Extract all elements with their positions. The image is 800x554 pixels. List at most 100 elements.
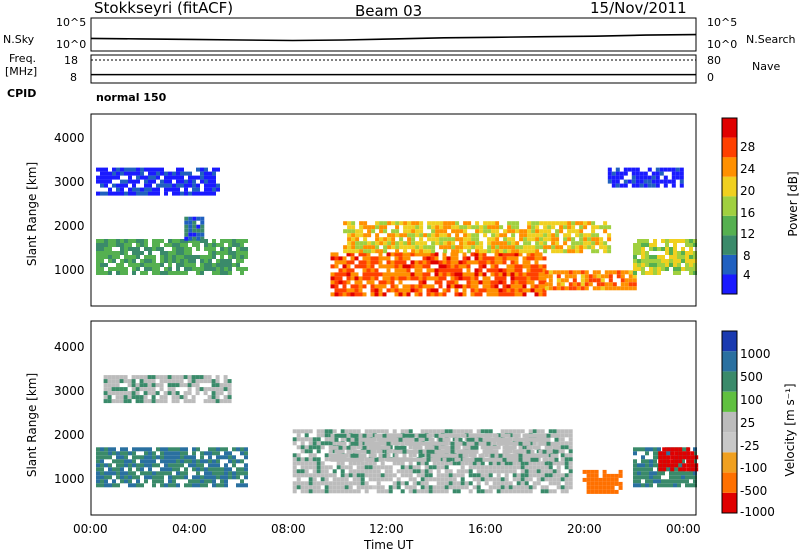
power-panel-cell bbox=[212, 255, 216, 259]
date-title: 15/Nov/2011 bbox=[590, 0, 687, 17]
power-panel-cell bbox=[463, 241, 468, 246]
velocity-panel-cell bbox=[673, 471, 677, 476]
velocity-panel-cell bbox=[216, 451, 220, 456]
power-panel-cell bbox=[374, 268, 379, 273]
power-panel-cell bbox=[511, 229, 516, 234]
power-panel-cell bbox=[442, 268, 447, 273]
velocity-panel-cell bbox=[556, 465, 561, 470]
velocity-panel-cell bbox=[674, 447, 679, 452]
velocity-panel-cell bbox=[468, 473, 473, 478]
velocity-panel-cell bbox=[96, 467, 100, 472]
power-panel-cell bbox=[172, 247, 176, 251]
power-panel-cell bbox=[555, 233, 560, 238]
velocity-panel-cell bbox=[514, 449, 519, 454]
velocity-panel-cell bbox=[112, 483, 116, 488]
power-panel-cell bbox=[403, 229, 408, 234]
power-panel-cell bbox=[96, 267, 100, 271]
velocity-panel-cell bbox=[324, 429, 329, 434]
velocity-panel-cell bbox=[228, 455, 232, 460]
power-panel-cell bbox=[426, 292, 431, 297]
power-panel-cell bbox=[671, 171, 676, 176]
velocity-panel-cell bbox=[304, 485, 309, 490]
power-panel-cell bbox=[511, 225, 516, 230]
velocity-panel-cell bbox=[128, 483, 132, 488]
velocity-panel-cell bbox=[526, 453, 531, 458]
power-panel-cell bbox=[510, 252, 515, 257]
noise-ytick-left-top: 10^5 bbox=[56, 16, 87, 29]
power-panel-cell bbox=[398, 264, 403, 269]
velocity-panel-cell bbox=[657, 475, 661, 480]
power-panel-cell bbox=[403, 241, 408, 246]
power-panel-cell bbox=[673, 271, 677, 275]
velocity-panel-cell bbox=[100, 471, 104, 476]
power-panel-cell bbox=[172, 191, 176, 196]
power-panel-cell bbox=[435, 225, 440, 230]
power-panel-cell bbox=[665, 239, 669, 243]
velocity-panel-cell bbox=[470, 437, 475, 442]
velocity-panel-cell bbox=[645, 447, 649, 452]
velocity-panel-cell bbox=[606, 473, 611, 478]
power-panel-cell bbox=[511, 249, 516, 254]
velocity-panel-cell bbox=[172, 467, 176, 472]
velocity-panel-cell bbox=[560, 477, 565, 482]
velocity-panel-cell bbox=[645, 451, 649, 456]
power-panel-cell bbox=[124, 271, 128, 275]
velocity-panel-cell bbox=[192, 483, 196, 488]
power-panel-cell bbox=[530, 264, 535, 269]
power-panel-cell bbox=[511, 237, 516, 242]
velocity-panel-cell bbox=[215, 387, 220, 392]
power-panel-cell bbox=[548, 278, 553, 283]
velocity-panel-cell bbox=[216, 463, 220, 468]
velocity-panel-cell bbox=[400, 441, 405, 446]
velocity-panel-cell bbox=[320, 441, 325, 446]
velocity-panel-frame bbox=[90, 320, 697, 516]
velocity-panel-cell bbox=[666, 455, 671, 460]
power-panel-cell bbox=[427, 245, 432, 250]
power-panel-cell bbox=[439, 225, 444, 230]
power-panel-cell bbox=[641, 243, 645, 247]
velocity-panel-cell bbox=[438, 445, 443, 450]
velocity-panel-cell bbox=[677, 463, 681, 468]
velocity-panel-cell bbox=[602, 481, 607, 486]
power-panel-cell bbox=[604, 286, 609, 291]
velocity-panel-cell bbox=[292, 441, 297, 446]
velocity-panel-cell bbox=[374, 445, 379, 450]
velocity-panel-cell bbox=[176, 455, 180, 460]
power-panel-cell bbox=[502, 252, 507, 257]
power-panel-cell bbox=[128, 263, 132, 267]
power-panel-cell bbox=[208, 247, 212, 251]
velocity-panel-cell bbox=[132, 447, 136, 452]
velocity-panel-cell bbox=[568, 449, 573, 454]
power-panel-cell bbox=[346, 272, 351, 277]
power-panel-cell bbox=[531, 225, 536, 230]
power-panel-cell bbox=[563, 233, 568, 238]
power-panel-cell bbox=[526, 256, 531, 261]
velocity-panel-cell bbox=[434, 441, 439, 446]
power-panel-cell bbox=[342, 264, 347, 269]
velocity-panel-cell bbox=[376, 485, 381, 490]
velocity-panel-cell bbox=[649, 467, 653, 472]
power-panel-cell bbox=[478, 292, 483, 297]
velocity-panel-cell bbox=[689, 471, 693, 476]
power-panel-cell bbox=[422, 260, 427, 265]
velocity-panel-cell bbox=[378, 441, 383, 446]
velocity-panel-cell bbox=[211, 399, 216, 404]
velocity-panel-cell bbox=[350, 433, 355, 438]
power-panel-cell bbox=[120, 167, 124, 172]
velocity-ytick-3000: 3000 bbox=[54, 384, 85, 398]
power-panel-cell bbox=[535, 241, 540, 246]
velocity-panel-cell bbox=[112, 459, 116, 464]
velocity-colorbar-swatch bbox=[722, 452, 737, 473]
power-panel-cell bbox=[534, 292, 539, 297]
velocity-panel-cell bbox=[568, 485, 573, 490]
power-panel-cell bbox=[172, 171, 176, 176]
velocity-panel-cell bbox=[139, 379, 144, 384]
power-panel-cell bbox=[568, 286, 573, 291]
power-panel-cell bbox=[120, 271, 124, 275]
power-panel-cell bbox=[212, 175, 216, 180]
velocity-panel-cell bbox=[156, 447, 160, 452]
velocity-panel-cell bbox=[490, 449, 495, 454]
power-panel-cell bbox=[514, 264, 519, 269]
power-panel-cell bbox=[144, 267, 148, 271]
power-panel-cell bbox=[649, 267, 653, 271]
